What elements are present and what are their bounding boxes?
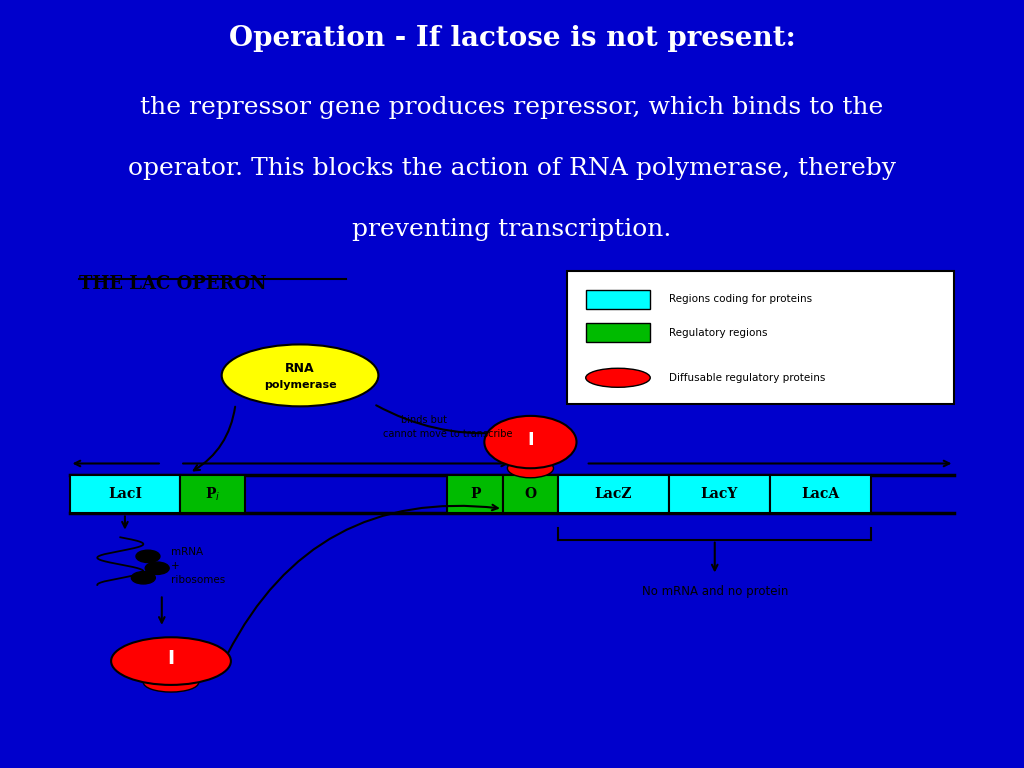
Text: binds but: binds but bbox=[401, 415, 447, 425]
Text: Regulatory regions: Regulatory regions bbox=[669, 327, 767, 338]
Ellipse shape bbox=[586, 369, 650, 387]
Bar bbox=[567, 270, 954, 404]
Ellipse shape bbox=[484, 416, 577, 468]
Bar bbox=[586, 290, 650, 309]
Text: P$_i$: P$_i$ bbox=[205, 485, 220, 503]
Text: LacI: LacI bbox=[108, 488, 142, 502]
Ellipse shape bbox=[222, 345, 379, 406]
Bar bbox=[586, 323, 650, 342]
Text: LacY: LacY bbox=[700, 488, 738, 502]
Text: No mRNA and no protein: No mRNA and no protein bbox=[642, 585, 787, 598]
Text: the repressor gene produces repressor, which binds to the: the repressor gene produces repressor, w… bbox=[140, 96, 884, 119]
Text: mRNA: mRNA bbox=[171, 547, 203, 557]
Text: +: + bbox=[171, 561, 179, 571]
Bar bbox=[669, 475, 770, 514]
Ellipse shape bbox=[143, 673, 199, 692]
Text: THE LAC OPERON: THE LAC OPERON bbox=[79, 276, 266, 293]
Text: LacZ: LacZ bbox=[595, 488, 632, 502]
Text: operator. This blocks the action of RNA polymerase, thereby: operator. This blocks the action of RNA … bbox=[128, 157, 896, 180]
Text: cannot move to transcribe: cannot move to transcribe bbox=[383, 429, 512, 439]
Circle shape bbox=[145, 562, 169, 574]
Bar bbox=[503, 475, 558, 514]
Bar bbox=[180, 475, 245, 514]
Bar bbox=[70, 475, 180, 514]
Ellipse shape bbox=[112, 637, 231, 685]
Bar bbox=[447, 475, 503, 514]
Text: LacA: LacA bbox=[802, 488, 840, 502]
Ellipse shape bbox=[508, 458, 554, 478]
Text: RNA: RNA bbox=[286, 362, 314, 375]
Text: ribosomes: ribosomes bbox=[171, 575, 225, 585]
Circle shape bbox=[131, 571, 156, 584]
Text: I: I bbox=[527, 431, 534, 449]
Circle shape bbox=[136, 550, 160, 562]
Text: preventing transcription.: preventing transcription. bbox=[352, 218, 672, 241]
Text: O: O bbox=[524, 488, 537, 502]
Text: Operation - If lactose is not present:: Operation - If lactose is not present: bbox=[228, 25, 796, 52]
Bar bbox=[558, 475, 669, 514]
Bar bbox=[770, 475, 871, 514]
Text: polymerase: polymerase bbox=[264, 380, 336, 390]
Text: I: I bbox=[168, 649, 174, 668]
Text: Regions coding for proteins: Regions coding for proteins bbox=[669, 294, 812, 304]
Text: Diffusable regulatory proteins: Diffusable regulatory proteins bbox=[669, 372, 825, 382]
Text: P: P bbox=[470, 488, 480, 502]
